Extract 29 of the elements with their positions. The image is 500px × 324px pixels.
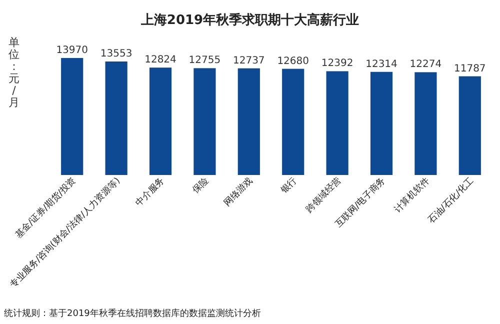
- x-tick-label: 保险: [190, 175, 211, 196]
- bar: [282, 68, 304, 175]
- data-label: 11787: [454, 63, 486, 74]
- data-label: 12392: [321, 58, 354, 70]
- x-tick-label: 跨领域经营: [304, 175, 344, 215]
- bar: [326, 71, 348, 175]
- data-label: 13970: [56, 45, 88, 56]
- text: 统计规则：基于2019年秋季在线招聘数据库的数据监测统计分析: [4, 308, 261, 319]
- data-label: 12755: [188, 55, 221, 66]
- y-axis-title: 单位：元/月: [8, 36, 20, 109]
- data-label: 12274: [410, 59, 442, 70]
- bar: [238, 68, 260, 175]
- data-label: 12737: [232, 55, 265, 66]
- bar: [105, 61, 128, 175]
- data-label: 13553: [100, 48, 132, 60]
- data-label: 12824: [144, 54, 176, 66]
- chart-title: 上海2019年秋季求职期十大高薪行业: [140, 12, 360, 28]
- bar: [458, 76, 481, 175]
- x-tick-label: 银行: [278, 175, 300, 197]
- bar: [370, 72, 393, 175]
- data-label: 12314: [366, 58, 398, 70]
- bar: [61, 58, 84, 175]
- data-label: 12680: [277, 56, 310, 67]
- x-tick-label: 中介服务: [133, 175, 167, 209]
- x-tick-label: 计算机软件: [392, 175, 432, 215]
- x-tick-label: 网络游戏: [222, 175, 256, 209]
- bar: [149, 68, 172, 175]
- bar: [194, 68, 216, 175]
- bar: [414, 72, 437, 175]
